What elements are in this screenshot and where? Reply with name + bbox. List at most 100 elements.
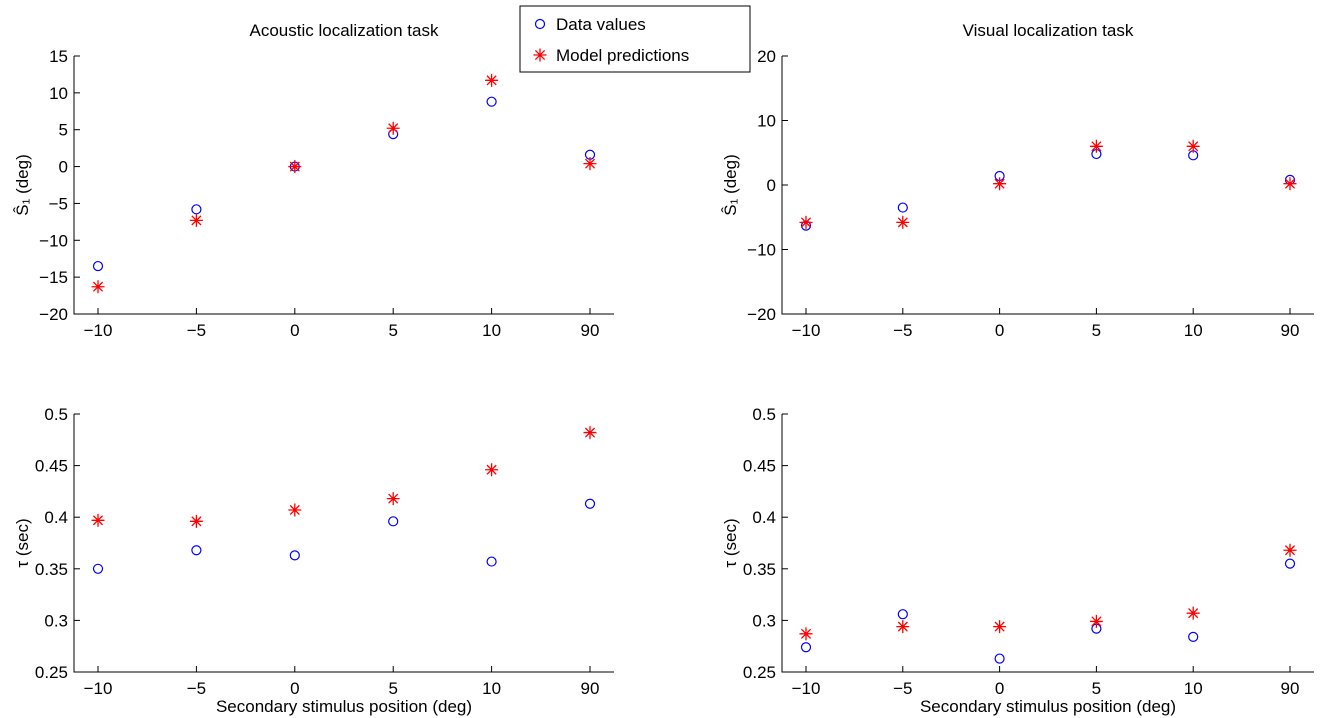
axes-frame <box>73 414 614 673</box>
model-point-asterisk <box>896 620 910 634</box>
x-tick-label: −5 <box>893 321 912 340</box>
y-tick-label: 0 <box>59 158 68 177</box>
data-point-circle <box>191 545 202 556</box>
legend-circle-icon <box>534 18 546 30</box>
y-axis-label: τ (sec) <box>13 518 32 567</box>
axes-frame <box>73 56 614 315</box>
x-tick-label: −10 <box>792 679 821 698</box>
model-point-asterisk <box>1186 606 1200 620</box>
model-point-asterisk <box>993 177 1007 191</box>
model-point-asterisk <box>189 514 203 528</box>
model-point-asterisk <box>485 73 499 87</box>
model-point-asterisk <box>91 513 105 527</box>
panel-2: −10 −5 0 5 10 90 −20 −10 0 10 20 Visual localizatio… <box>721 21 1314 340</box>
x-tick-label: 5 <box>1092 321 1101 340</box>
model-point-asterisk <box>288 160 302 174</box>
model-point-asterisk <box>1283 543 1297 557</box>
x-tick-label: 0 <box>290 679 299 698</box>
y-tick-label: 0.35 <box>35 560 68 579</box>
legend: Data values Model predictions <box>519 5 751 73</box>
data-point-circle <box>92 563 104 574</box>
y-tick-label: 15 <box>49 47 68 66</box>
x-axis-label: Secondary stimulus position (deg) <box>920 697 1176 716</box>
model-point-asterisk <box>993 620 1007 634</box>
y-tick-label: 0.45 <box>35 457 68 476</box>
x-tick-label: 10 <box>1184 321 1203 340</box>
y-tick-label: 0.4 <box>44 508 68 527</box>
data-point-circle <box>584 498 596 509</box>
chart-title: Acoustic localization task <box>250 21 439 40</box>
model-point-asterisk <box>896 215 910 229</box>
model-point-asterisk <box>583 426 597 440</box>
y-tick-label: −20 <box>39 305 68 324</box>
model-point-asterisk <box>485 463 499 477</box>
axes-frame <box>781 56 1314 315</box>
axes-frame <box>781 414 1314 673</box>
y-tick-label: 0.3 <box>752 611 776 630</box>
x-tick-label: 10 <box>482 679 501 698</box>
panel-4: −10 −5 0 5 10 90 0.25 0.3 0.35 0.4 0.45 0.5 τ (sec) S… <box>721 405 1314 716</box>
x-tick-label: 90 <box>581 679 600 698</box>
x-tick-label: 0 <box>995 679 1004 698</box>
model-point-asterisk <box>189 213 203 227</box>
data-point-circle <box>994 653 1005 664</box>
data-point-circle <box>897 202 908 213</box>
model-point-asterisk <box>799 215 813 229</box>
x-tick-label: 10 <box>1184 679 1203 698</box>
y-tick-label: 0.35 <box>743 560 776 579</box>
y-tick-label: 10 <box>757 112 776 131</box>
data-point-circle <box>486 556 497 567</box>
x-tick-label: 5 <box>388 679 397 698</box>
y-tick-label: −5 <box>49 194 68 213</box>
y-tick-label: −15 <box>39 268 68 287</box>
model-point-asterisk <box>386 121 400 135</box>
x-tick-label: −5 <box>187 679 206 698</box>
y-tick-label: −10 <box>39 231 68 250</box>
y-tick-label: 0.4 <box>752 508 776 527</box>
y-tick-label: 20 <box>757 47 776 66</box>
x-tick-label: 5 <box>1092 679 1101 698</box>
y-axis-label: Ŝ₁ (deg) <box>721 154 740 215</box>
data-point-circle <box>897 609 908 620</box>
y-tick-label: 0.25 <box>743 663 776 682</box>
x-tick-label: −10 <box>792 321 821 340</box>
y-tick-label: −10 <box>747 241 776 260</box>
x-tick-label: 90 <box>1281 679 1300 698</box>
model-point-asterisk <box>1186 139 1200 153</box>
y-axis-label: Ŝ₁ (deg) <box>13 154 32 215</box>
x-tick-label: −10 <box>84 321 113 340</box>
x-tick-label: 5 <box>388 321 397 340</box>
model-point-asterisk <box>583 157 597 171</box>
model-point-asterisk <box>799 627 813 641</box>
y-tick-label: 10 <box>49 84 68 103</box>
legend-label: Data values <box>556 15 646 34</box>
y-axis-label: τ (sec) <box>721 518 740 567</box>
y-tick-label: 0.45 <box>743 457 776 476</box>
data-point-circle <box>1284 558 1296 569</box>
model-point-asterisk <box>386 492 400 506</box>
data-point-circle <box>191 204 202 215</box>
x-axis-label: Secondary stimulus position (deg) <box>216 697 472 716</box>
x-tick-label: 90 <box>581 321 600 340</box>
x-tick-label: −5 <box>893 679 912 698</box>
y-tick-label: 0 <box>767 176 776 195</box>
x-tick-label: 0 <box>995 321 1004 340</box>
y-tick-label: 0.3 <box>44 611 68 630</box>
x-tick-label: 10 <box>482 321 501 340</box>
y-tick-label: 5 <box>59 121 68 140</box>
y-tick-label: 0.25 <box>35 663 68 682</box>
data-point-circle <box>92 260 104 272</box>
legend-label: Model predictions <box>556 46 689 65</box>
data-point-circle <box>486 96 497 107</box>
x-tick-label: −10 <box>84 679 113 698</box>
model-point-asterisk <box>91 280 105 294</box>
legend-asterisk-icon <box>533 48 547 62</box>
x-tick-label: 90 <box>1281 321 1300 340</box>
data-point-circle <box>1188 631 1199 643</box>
panel-3: −10 −5 0 5 10 90 0.25 0.3 0.35 0.4 0.45 0.5 τ (sec) S… <box>13 405 614 716</box>
x-tick-label: 0 <box>290 321 299 340</box>
y-tick-label: −20 <box>747 305 776 324</box>
data-point-circle <box>388 516 399 527</box>
model-point-asterisk <box>288 503 302 517</box>
